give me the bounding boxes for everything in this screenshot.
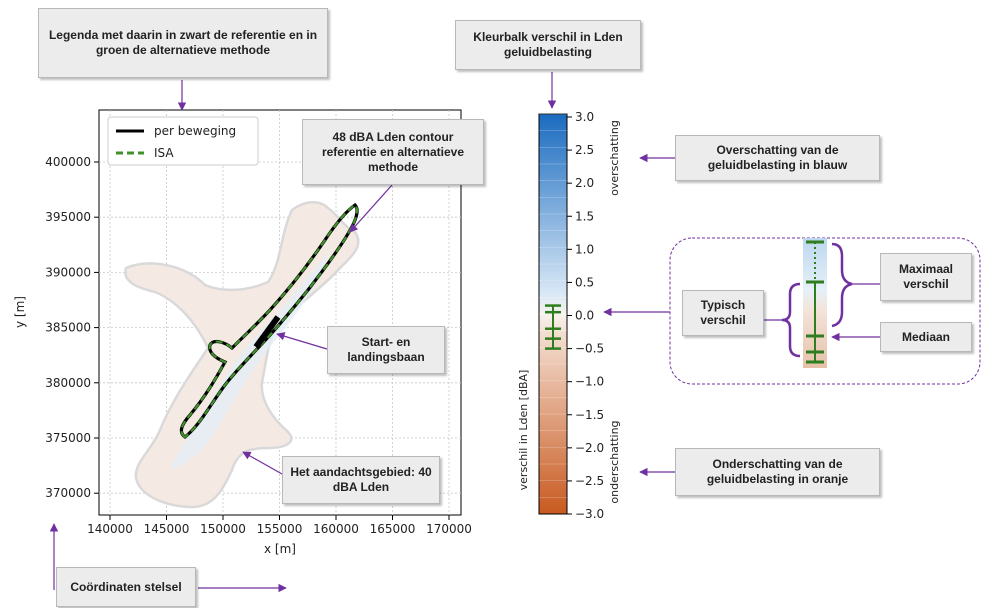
area-arrow bbox=[242, 451, 283, 475]
x-tick-label: 140000 bbox=[87, 522, 133, 536]
contour-arrow bbox=[349, 184, 393, 233]
contour-48-alternative bbox=[180, 203, 359, 439]
colorbar-tick-label: 2.0 bbox=[575, 176, 594, 190]
colorbar-tick-label: −1.5 bbox=[575, 408, 604, 422]
typical-callout: Typisch verschil bbox=[682, 290, 764, 336]
colorbar-tick-label: −1.0 bbox=[575, 375, 604, 389]
y-tick-label: 375000 bbox=[45, 431, 91, 445]
area-callout-text: Het aandachtsgebied: 40 dBA Lden bbox=[290, 465, 432, 494]
colorbar-tick-label: −2.5 bbox=[575, 474, 604, 488]
colorbar-over-label: overschatting bbox=[608, 120, 621, 196]
colorbar-callout-text: Kleurbalk verschil in Lden geluidbelasti… bbox=[473, 30, 623, 59]
colorbar: 3.0 2.5 2.0 1.5 1.0 0.5 0.0 −0.5 −1.0 −1.5 −2.0 −2.… bbox=[517, 110, 621, 521]
colorbar-tick-label: 0.5 bbox=[575, 275, 594, 289]
over-callout: Overschatting van de geluidbelasting in … bbox=[675, 135, 880, 181]
colorbar-tick-label: 1.5 bbox=[575, 209, 594, 223]
whisker-inset bbox=[669, 237, 981, 385]
colorbar-tick-label: −0.5 bbox=[575, 342, 604, 356]
over-callout-text: Overschatting van de geluidbelasting in … bbox=[707, 143, 848, 172]
typical-callout-text: Typisch verschil bbox=[700, 298, 746, 327]
overestimate-area bbox=[170, 250, 330, 470]
colorbar-axis-label: verschil in Lden [dBA] bbox=[517, 370, 530, 491]
median-callout: Mediaan bbox=[880, 322, 972, 352]
colorbar-callout: Kleurbalk verschil in Lden geluidbelasti… bbox=[455, 20, 641, 70]
y-tick-label: 400000 bbox=[45, 155, 91, 169]
legend-label-reference: per beweging bbox=[154, 124, 236, 138]
x-tick-label: 150000 bbox=[200, 522, 246, 536]
y-tick-label: 385000 bbox=[45, 321, 91, 335]
median-callout-text: Mediaan bbox=[901, 329, 950, 344]
y-tick-label: 380000 bbox=[45, 376, 91, 390]
legend-callout: Legenda met daarin in zwart de referenti… bbox=[38, 8, 328, 78]
runway-arrow bbox=[276, 332, 328, 350]
colorbar-whisker bbox=[545, 304, 561, 350]
y-axis-label: y [m] bbox=[13, 296, 27, 328]
coords-callout: Coördinaten stelsel bbox=[56, 567, 196, 607]
contour-callout: 48 dBA Lden contour referentie en altern… bbox=[302, 119, 484, 185]
coords-callout-text: Coördinaten stelsel bbox=[70, 579, 182, 594]
colorbar-tick-label: 1.0 bbox=[575, 242, 594, 256]
x-tick-label: 160000 bbox=[313, 522, 359, 536]
max-callout-text: Maximaal verschil bbox=[898, 262, 954, 291]
runway-callout-text: Start- en landingsbaan bbox=[347, 335, 425, 364]
x-axis-label: x [m] bbox=[264, 542, 296, 556]
colorbar-tick-label: 0.0 bbox=[575, 309, 594, 323]
y-tick-label: 370000 bbox=[45, 486, 91, 500]
x-axis-ticks: 140000 145000 150000 155000 160000 165000 1700… bbox=[87, 515, 472, 536]
colorbar-tick-label: −2.0 bbox=[575, 441, 604, 455]
runway bbox=[253, 315, 281, 349]
y-tick-label: 395000 bbox=[45, 210, 91, 224]
y-axis-ticks: 400000 395000 390000 385000 380000 375000 3700… bbox=[45, 155, 99, 500]
x-tick-label: 170000 bbox=[426, 522, 472, 536]
colorbar-tick-label: 2.5 bbox=[575, 143, 594, 157]
map-legend: per beweging ISA bbox=[107, 116, 259, 166]
colorbar-ticks: 3.0 2.5 2.0 1.5 1.0 0.5 0.0 −0.5 −1.0 −1.5 −2.0 −2.… bbox=[567, 110, 604, 521]
colorbar-steps bbox=[539, 113, 567, 498]
colorbar-tick-label: 3.0 bbox=[575, 110, 594, 124]
max-brace bbox=[831, 242, 853, 328]
contour-callout-text: 48 dBA Lden contour referentie en altern… bbox=[321, 129, 465, 174]
colorbar-tick-label: −3.0 bbox=[575, 507, 604, 521]
under-callout: Onderschatting van de geluidbelasting in… bbox=[675, 448, 880, 496]
legend-callout-text: Legenda met daarin in zwart de referenti… bbox=[48, 28, 318, 57]
x-tick-label: 165000 bbox=[370, 522, 416, 536]
runway-callout: Start- en landingsbaan bbox=[327, 326, 445, 374]
max-callout: Maximaal verschil bbox=[880, 253, 972, 301]
area-callout: Het aandachtsgebied: 40 dBA Lden bbox=[282, 456, 440, 504]
annotation-arrows bbox=[49, 72, 880, 593]
under-callout-text: Onderschatting van de geluidbelasting in… bbox=[706, 457, 849, 486]
colorbar-under-label: onderschatting bbox=[608, 420, 621, 503]
x-tick-label: 145000 bbox=[144, 522, 190, 536]
x-tick-label: 155000 bbox=[257, 522, 303, 536]
typical-brace bbox=[781, 282, 801, 358]
legend-label-isa: ISA bbox=[154, 146, 174, 160]
y-tick-label: 390000 bbox=[45, 265, 91, 279]
